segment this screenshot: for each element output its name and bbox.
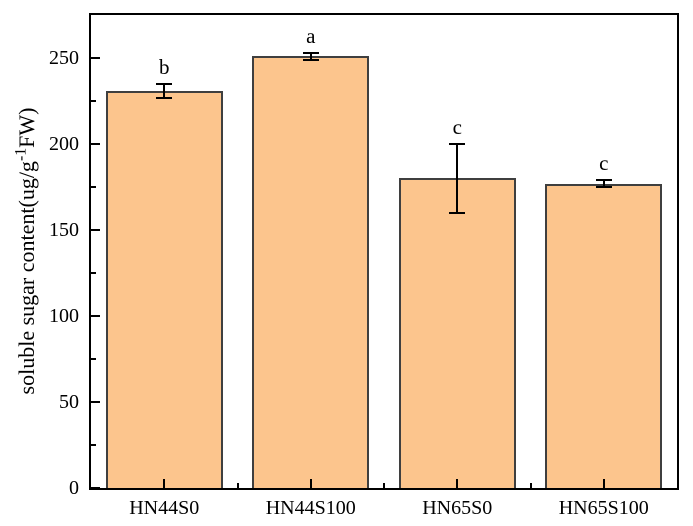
x-major-tick [163, 479, 166, 488]
x-tick-label: HN65S100 [558, 497, 649, 519]
error-bar-cap-top [449, 143, 466, 145]
significance-letter: a [306, 23, 316, 48]
error-bar-cap-bottom [302, 58, 319, 61]
x-minor-tick [236, 483, 239, 488]
x-major-tick [309, 479, 312, 488]
x-tick-label: HN44S100 [265, 497, 356, 519]
y-minor-tick [91, 272, 96, 274]
y-major-tick [91, 487, 100, 489]
x-major-tick [602, 479, 605, 488]
x-major-tick [456, 479, 459, 488]
error-bar-line [163, 83, 166, 98]
plot-area: b a c c [89, 13, 679, 490]
error-bar-cap-bottom [449, 211, 466, 214]
error-bar-line [602, 180, 605, 187]
y-tick-label: 100 [49, 305, 79, 327]
x-minor-tick [383, 483, 385, 488]
bar [398, 178, 516, 488]
bar [545, 183, 663, 488]
plot-inner: b a c c [91, 15, 677, 489]
x-tick-label: HN44S0 [129, 497, 200, 519]
y-minor-tick [91, 358, 96, 360]
y-minor-tick [91, 100, 96, 102]
error-bar-line [456, 144, 459, 213]
y-tick-label: 50 [59, 391, 79, 413]
significance-letter: b [159, 54, 170, 79]
bar [252, 56, 370, 488]
significance-letter: c [452, 115, 462, 139]
y-major-tick [91, 401, 100, 403]
error-bar-cap-top [302, 51, 319, 54]
x-minor-tick [529, 483, 532, 488]
y-minor-tick [91, 186, 96, 188]
y-major-tick [91, 315, 100, 317]
y-tick-label: 200 [49, 133, 79, 155]
y-major-tick [91, 57, 100, 59]
y-tick-label: 250 [49, 47, 79, 69]
y-major-tick [91, 143, 100, 145]
error-bar-line [309, 52, 312, 60]
bar [105, 90, 223, 488]
significance-letter: c [599, 151, 609, 176]
y-major-tick [91, 229, 100, 231]
x-tick-label: HN65S0 [422, 497, 493, 519]
y-axis-title-text: soluble sugar content(ug/g [14, 161, 39, 395]
y-tick-label: 150 [49, 219, 79, 241]
error-bar-cap-top [156, 82, 173, 85]
y-minor-tick [91, 444, 96, 446]
error-bar-cap-top [595, 179, 612, 182]
error-bar-cap-bottom [156, 96, 173, 99]
y-tick-label: 0 [69, 477, 79, 499]
error-bar-cap-bottom [595, 186, 612, 188]
